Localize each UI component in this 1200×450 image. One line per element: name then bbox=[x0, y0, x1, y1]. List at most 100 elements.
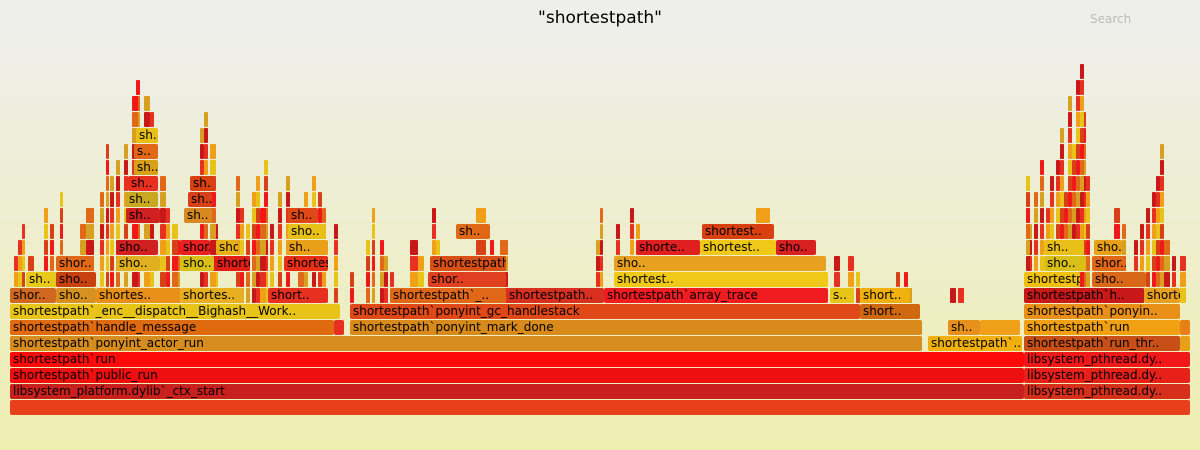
flame-frame[interactable] bbox=[86, 208, 94, 223]
flame-frame[interactable] bbox=[1160, 176, 1164, 191]
flame-frame[interactable] bbox=[848, 256, 854, 271]
flame-frame[interactable] bbox=[100, 256, 104, 271]
flame-frame[interactable]: shortestpath.. bbox=[506, 288, 604, 303]
flame-frame[interactable] bbox=[22, 256, 25, 271]
flame-frame[interactable] bbox=[1080, 144, 1084, 159]
flame-frame[interactable] bbox=[106, 272, 109, 287]
flame-frame[interactable] bbox=[1134, 240, 1138, 255]
flame-frame[interactable] bbox=[1152, 272, 1156, 287]
search-button[interactable]: Search bbox=[1090, 12, 1132, 26]
flame-frame[interactable]: shortestpath`run bbox=[10, 352, 1024, 367]
flame-frame[interactable] bbox=[116, 176, 120, 191]
flame-frame[interactable] bbox=[384, 256, 388, 271]
flame-frame[interactable] bbox=[1046, 208, 1050, 223]
flame-frame[interactable] bbox=[334, 320, 344, 335]
flame-frame[interactable] bbox=[176, 240, 180, 255]
flame-frame[interactable] bbox=[1072, 160, 1076, 175]
flame-frame[interactable] bbox=[1146, 272, 1150, 287]
flame-frame[interactable] bbox=[490, 240, 494, 255]
flame-frame[interactable] bbox=[106, 192, 109, 207]
flame-frame[interactable] bbox=[106, 224, 109, 239]
flame-frame[interactable]: shortestpath`ponyint_actor_run bbox=[10, 336, 922, 351]
flame-frame[interactable] bbox=[80, 240, 86, 255]
flame-frame[interactable] bbox=[1028, 256, 1032, 271]
flame-frame[interactable]: shorte.. bbox=[636, 240, 700, 255]
flame-frame[interactable] bbox=[334, 240, 338, 255]
flame-frame[interactable] bbox=[116, 208, 120, 223]
flame-frame[interactable] bbox=[106, 240, 109, 255]
flame-frame[interactable] bbox=[1122, 240, 1126, 255]
flame-frame[interactable]: shortestpath`_enc__dispatch__Bighash__Wo… bbox=[10, 304, 340, 319]
flame-frame[interactable] bbox=[630, 224, 634, 239]
flame-frame[interactable] bbox=[160, 224, 166, 239]
flame-frame[interactable] bbox=[204, 128, 208, 143]
flame-frame[interactable] bbox=[252, 240, 256, 255]
flame-frame[interactable] bbox=[1046, 224, 1050, 239]
flame-frame[interactable] bbox=[256, 176, 260, 191]
flame-frame[interactable] bbox=[270, 272, 274, 287]
flame-frame[interactable] bbox=[1080, 128, 1084, 143]
flame-frame[interactable] bbox=[1076, 224, 1080, 239]
flame-frame[interactable] bbox=[334, 272, 338, 287]
flame-frame[interactable] bbox=[1080, 176, 1084, 191]
flame-frame[interactable] bbox=[1060, 160, 1064, 175]
flame-frame[interactable] bbox=[172, 224, 178, 239]
flame-frame[interactable] bbox=[1072, 224, 1076, 239]
flame-frame[interactable] bbox=[1056, 176, 1060, 191]
flame-frame[interactable] bbox=[264, 160, 268, 175]
flame-frame[interactable] bbox=[1082, 144, 1086, 159]
flame-frame[interactable] bbox=[1152, 256, 1156, 271]
flame-frame[interactable] bbox=[1034, 208, 1038, 223]
flame-frame[interactable] bbox=[1068, 112, 1072, 127]
flame-frame[interactable] bbox=[264, 288, 268, 303]
flame-frame[interactable] bbox=[1076, 112, 1080, 127]
flame-frame[interactable] bbox=[172, 272, 178, 287]
flame-frame[interactable] bbox=[1146, 240, 1150, 255]
flame-frame[interactable] bbox=[1028, 224, 1032, 239]
flame-frame[interactable] bbox=[200, 144, 204, 159]
flame-frame[interactable] bbox=[106, 256, 109, 271]
flame-frame[interactable] bbox=[380, 256, 384, 271]
flame-frame[interactable] bbox=[596, 272, 600, 287]
flame-frame[interactable] bbox=[14, 256, 18, 271]
flame-frame[interactable] bbox=[304, 192, 308, 207]
flame-frame[interactable] bbox=[1160, 256, 1164, 271]
flame-frame[interactable] bbox=[1068, 224, 1072, 239]
flame-frame[interactable] bbox=[616, 224, 620, 239]
flame-frame[interactable] bbox=[1082, 192, 1086, 207]
flame-frame[interactable]: shortest.. bbox=[614, 272, 828, 287]
flame-frame[interactable] bbox=[1082, 208, 1086, 223]
flame-frame[interactable]: shor.. bbox=[1092, 256, 1126, 271]
flame-frame[interactable] bbox=[1164, 272, 1170, 287]
flame-frame[interactable] bbox=[1068, 160, 1072, 175]
flame-frame[interactable] bbox=[236, 208, 240, 223]
flame-frame[interactable] bbox=[476, 208, 486, 223]
flame-frame[interactable] bbox=[1060, 192, 1064, 207]
flame-frame[interactable] bbox=[322, 208, 326, 223]
flame-frame[interactable] bbox=[144, 272, 150, 287]
flame-frame[interactable] bbox=[100, 208, 104, 223]
flame-frame[interactable] bbox=[384, 272, 388, 287]
flame-frame[interactable] bbox=[210, 224, 216, 239]
flame-frame[interactable] bbox=[1180, 336, 1190, 351]
flame-frame[interactable] bbox=[1026, 224, 1030, 239]
flame-frame[interactable] bbox=[264, 256, 268, 271]
flame-frame[interactable] bbox=[44, 208, 48, 223]
flame-frame[interactable] bbox=[236, 240, 240, 255]
flame-frame[interactable]: shortestpath`... bbox=[928, 336, 1022, 351]
flame-frame[interactable] bbox=[372, 256, 375, 271]
flame-frame[interactable] bbox=[260, 272, 266, 287]
flame-frame[interactable] bbox=[1076, 128, 1080, 143]
flame-frame[interactable] bbox=[1080, 160, 1084, 175]
flame-frame[interactable] bbox=[366, 272, 370, 287]
flame-frame[interactable]: shortestpath`array_trace bbox=[604, 288, 828, 303]
flame-frame[interactable] bbox=[1156, 176, 1160, 191]
flame-frame[interactable] bbox=[1180, 288, 1186, 303]
flame-frame[interactable] bbox=[252, 224, 256, 239]
flame-frame[interactable] bbox=[116, 224, 120, 239]
flame-frame[interactable] bbox=[1026, 208, 1030, 223]
flame-frame[interactable] bbox=[366, 256, 370, 271]
flame-frame[interactable] bbox=[1072, 208, 1076, 223]
flame-frame[interactable] bbox=[160, 176, 166, 191]
flame-frame[interactable] bbox=[366, 288, 370, 303]
